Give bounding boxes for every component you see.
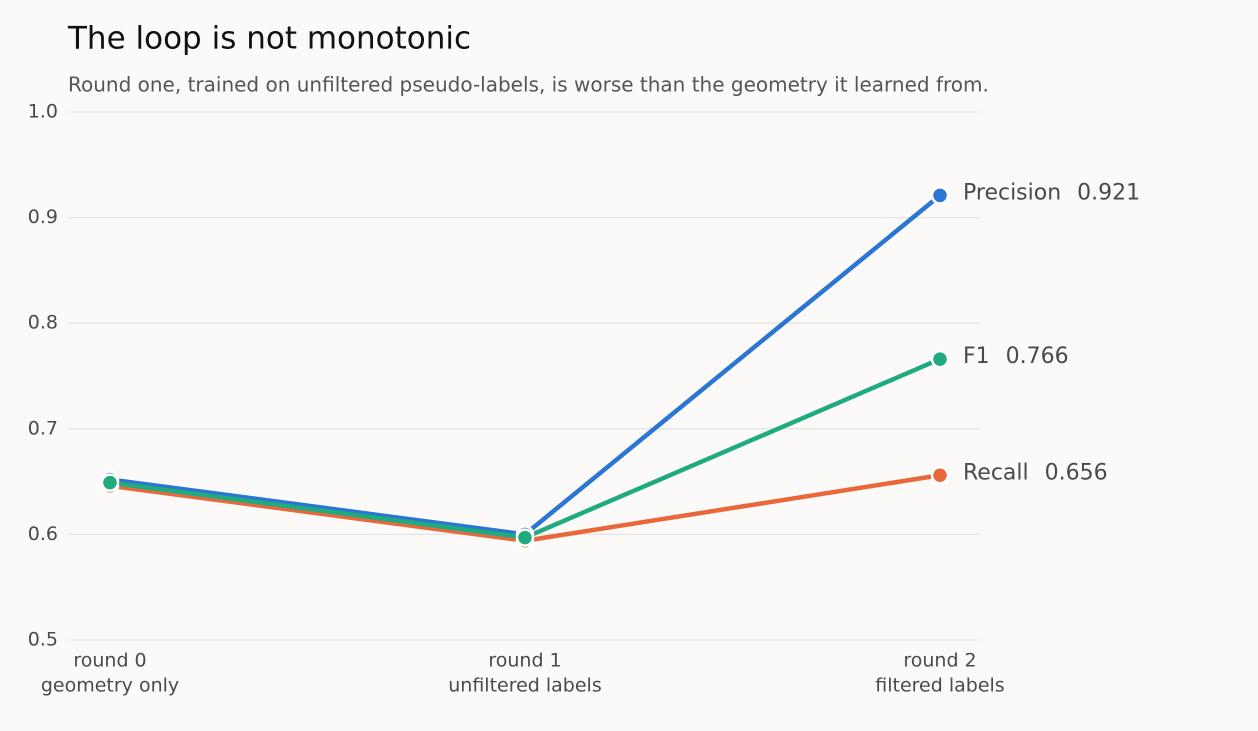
y-tick-label: 0.6: [28, 523, 58, 545]
x-tick-label: filtered labels: [875, 675, 1004, 697]
point: [930, 186, 950, 205]
end-label: Precision 0.921: [963, 180, 1140, 205]
point: [930, 349, 950, 369]
end-label: Recall 0.656: [963, 460, 1108, 485]
y-tick-label: 0.7: [28, 417, 58, 439]
series-line: [109, 357, 941, 540]
y-tick-label: 0.5: [28, 629, 58, 651]
legend-label: F1: [963, 344, 990, 369]
point: [930, 466, 950, 485]
x-tick-label: geometry only: [41, 675, 179, 697]
x-tick-label: unfiltered labels: [448, 675, 602, 697]
x-tick-label: round 0: [73, 650, 146, 672]
series-line: [109, 193, 942, 537]
y-tick-label: 0.9: [28, 206, 58, 228]
end-label: F1 0.766: [963, 344, 1069, 369]
legend-label: Precision: [963, 180, 1061, 205]
value-label: 0.656: [1045, 460, 1108, 485]
legend-label: Recall: [963, 460, 1029, 485]
point: [515, 528, 535, 547]
value-label: 0.921: [1077, 180, 1140, 205]
x-tick-label: round 2: [903, 650, 976, 672]
chart-title: The loop is not monotonic: [67, 21, 471, 57]
point: [100, 473, 120, 492]
x-tick-label: round 1: [488, 650, 561, 672]
y-tick-label: 0.8: [28, 312, 58, 334]
chart-subtitle: Round one, trained on unfiltered pseudo-…: [68, 73, 989, 97]
y-tick-label: 1.0: [28, 101, 58, 123]
value-label: 0.766: [1006, 344, 1069, 369]
